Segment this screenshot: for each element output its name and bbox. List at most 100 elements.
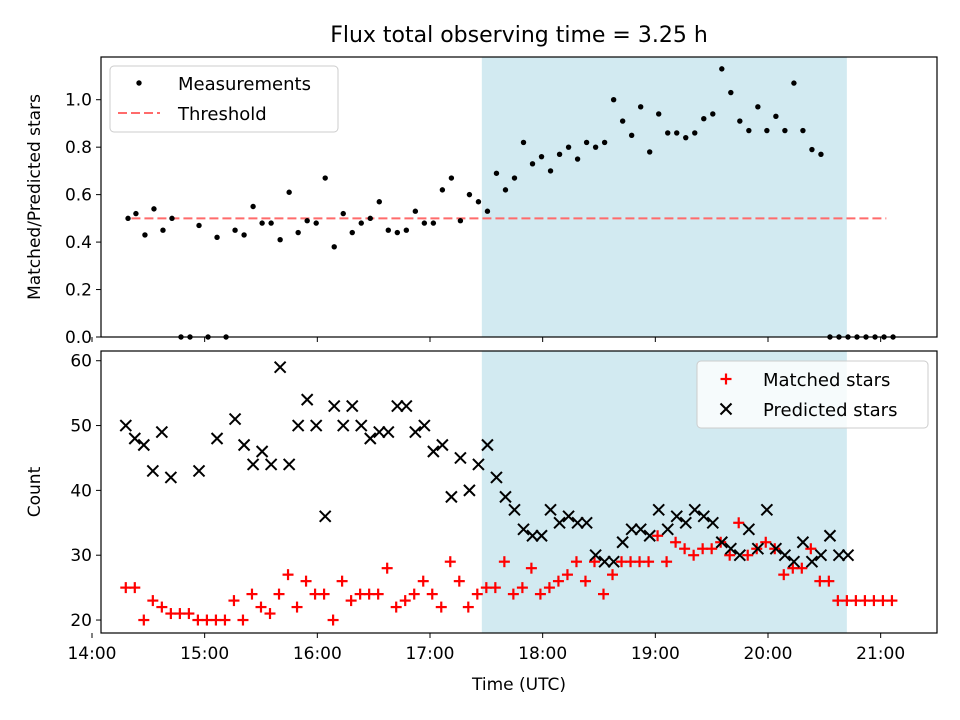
predicted-star-point <box>634 523 647 536</box>
measurement-point <box>430 220 437 226</box>
measurement-point <box>412 208 419 214</box>
matched-star-point <box>543 582 555 594</box>
legend-top: Measurements Threshold <box>109 65 339 133</box>
y-axis-label: Count <box>25 466 45 517</box>
y-tick-label: 0.8 <box>65 138 92 158</box>
matched-star-point <box>156 601 168 613</box>
measurement-point <box>277 237 283 243</box>
measurement-point <box>295 229 301 236</box>
predicted-star-point <box>309 419 323 432</box>
measurement-point <box>583 139 590 146</box>
predicted-star-point <box>346 399 359 413</box>
matched-star-point <box>327 614 339 626</box>
predicted-star-point <box>517 523 530 536</box>
matched-star-point <box>706 543 718 555</box>
measurement-point <box>502 187 509 193</box>
measurement-point <box>637 104 644 110</box>
matched-star-point <box>417 575 429 587</box>
matched-star-point <box>228 595 240 607</box>
y-tick-label: 0.6 <box>65 186 92 206</box>
measurement-point <box>457 218 464 224</box>
predicted-star-point <box>526 529 539 542</box>
matched-star-point <box>507 588 519 600</box>
measurement-point <box>385 227 392 233</box>
matched-star-point <box>760 536 772 548</box>
matched-star-point <box>273 588 285 600</box>
predicted-star-point <box>814 548 828 562</box>
predicted-star-point <box>625 523 638 536</box>
matched-star-point <box>588 556 600 568</box>
x-tick-label: 21:00 <box>856 644 905 664</box>
matched-star-point <box>579 575 591 587</box>
predicted-star-point <box>760 503 774 517</box>
matched-star-point <box>534 588 546 600</box>
matched-star-point <box>796 562 808 574</box>
matched-star-point <box>652 530 664 542</box>
x-tick-label: 18:00 <box>518 644 567 664</box>
x-tick-label: 17:00 <box>405 644 454 664</box>
measurement-point <box>125 215 131 222</box>
predicted-star-point <box>119 419 132 432</box>
matched-star-point <box>129 582 141 594</box>
predicted-star-point <box>246 458 260 471</box>
predicted-star-point <box>553 516 566 530</box>
legend-measurements-label: Measurements <box>178 74 311 95</box>
measurement-point <box>529 161 536 167</box>
measurement-point <box>628 132 635 139</box>
measurement-point <box>719 66 725 72</box>
predicted-star-point <box>237 438 251 452</box>
predicted-star-point <box>580 516 593 530</box>
matched-star-point <box>724 549 736 561</box>
predicted-star-point <box>391 399 404 413</box>
predicted-star-point <box>291 419 305 432</box>
matched-star-point <box>435 601 447 613</box>
measurement-point <box>475 199 482 205</box>
x-tick-label: 19:00 <box>631 644 680 664</box>
measurement-point <box>782 127 788 134</box>
x-tick-label: 14:00 <box>67 644 116 664</box>
matched-star-point <box>598 588 610 600</box>
measurement-point <box>692 130 698 136</box>
matched-star-point <box>318 588 330 600</box>
measurement-point <box>737 118 743 124</box>
predicted-star-point <box>337 419 350 432</box>
predicted-star-point <box>400 399 413 413</box>
x-tick-label: 20:00 <box>743 644 792 664</box>
predicted-star-point <box>715 536 729 549</box>
predicted-star-point <box>841 548 855 562</box>
x-axis-label: Time (UTC) <box>471 675 566 695</box>
matched-star-point <box>742 549 754 561</box>
matched-star-point <box>471 588 483 600</box>
measurement-point <box>340 210 346 217</box>
measurement-point <box>421 220 428 226</box>
measurement-point <box>160 227 166 233</box>
predicted-star-point <box>481 438 494 452</box>
matched-star-point <box>246 588 258 600</box>
measurement-point <box>728 89 734 96</box>
measurement-point <box>331 244 337 250</box>
measurement-point <box>241 232 247 238</box>
x-tick-label: 16:00 <box>293 644 342 664</box>
y-tick-label: 20 <box>70 611 92 631</box>
matched-star-point <box>183 608 195 620</box>
predicted-star-point <box>427 445 440 458</box>
matched-star-point <box>778 569 790 581</box>
matched-star-point <box>138 614 150 626</box>
legend-predicted-marker <box>719 402 733 416</box>
top-chart-ratio: 0.0 0.2 0.4 0.6 0.8 1.0 Matched/Predicted star… <box>25 56 938 348</box>
measurement-point <box>656 111 662 117</box>
measurement-point <box>466 191 473 198</box>
measurement-point <box>133 210 139 217</box>
predicted-star-point <box>364 432 377 445</box>
measurement-point <box>403 227 410 233</box>
measurement-point <box>268 220 274 226</box>
matched-star-point <box>462 601 474 613</box>
legend-matched-marker <box>720 373 732 385</box>
measurement-point <box>511 175 518 181</box>
axes-frame <box>100 56 938 338</box>
legend-predicted-label: Predicted stars <box>763 400 897 421</box>
predicted-star-point <box>273 360 287 374</box>
measurement-point <box>394 229 401 236</box>
measurement-point <box>232 227 238 233</box>
predicted-star-point <box>454 451 467 465</box>
